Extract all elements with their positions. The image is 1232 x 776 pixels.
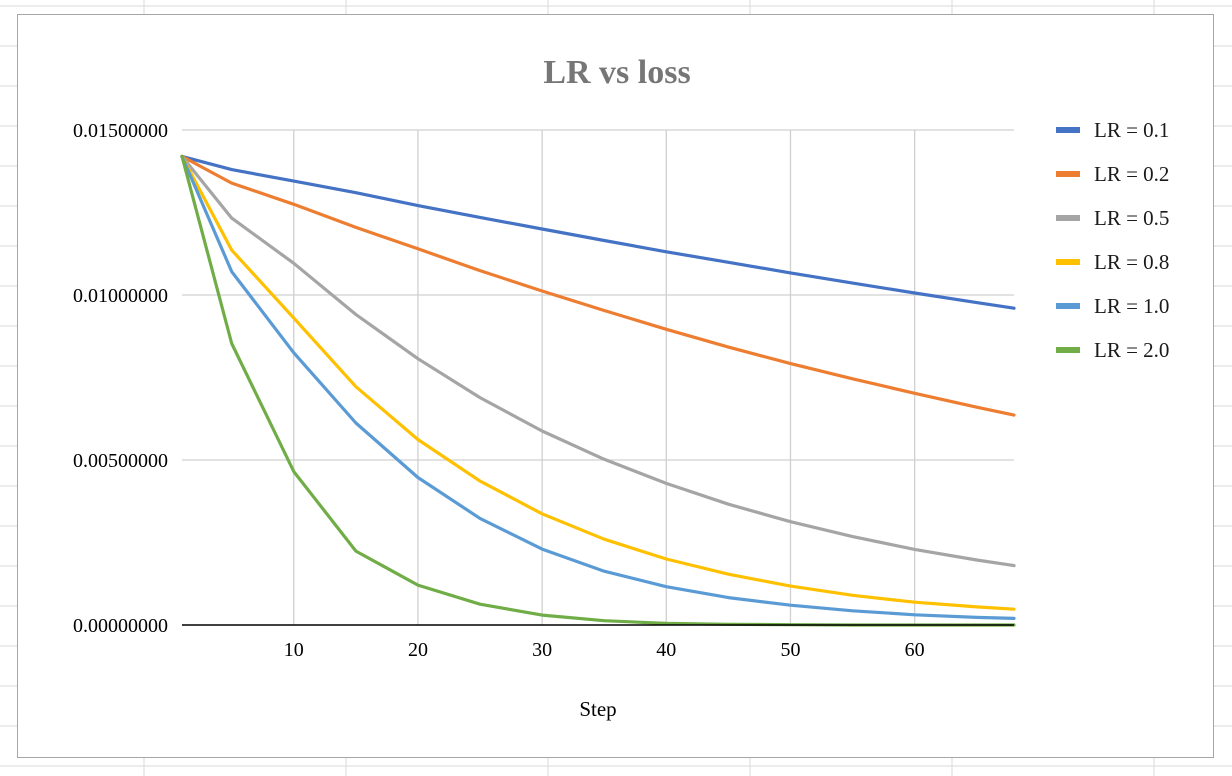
legend-label: LR = 1.0 [1094,294,1169,318]
x-axis-label: Step [579,697,616,721]
legend-swatch [1056,347,1080,353]
x-tick-label: 60 [905,639,925,661]
legend-label: LR = 0.8 [1094,250,1169,274]
x-tick-label: 20 [408,639,428,661]
chart-title: LR vs loss [543,54,690,91]
x-tick-label: 40 [656,639,676,661]
series-line-2[interactable] [180,154,1016,417]
x-tick-label: 10 [284,639,304,661]
y-tick-label: 0.01000000 [73,285,168,307]
chart-area[interactable] [17,14,1214,758]
chart-legend[interactable]: LR = 0.1 LR = 0.2 LR = 0.5 LR = 0.8 LR = 1.0… [1056,118,1169,362]
series-line-6[interactable] [180,154,1016,627]
legend-label: LR = 2.0 [1094,338,1169,362]
legend-label: LR = 0.5 [1094,206,1169,230]
legend-item[interactable]: LR = 1.0 [1056,294,1169,318]
y-axis-tick-labels: 0.00000000 0.00500000 0.01000000 0.01500000 [73,120,168,637]
y-tick-label: 0.00000000 [73,615,168,637]
series-line-5[interactable] [180,154,1016,621]
legend-label: LR = 0.2 [1094,162,1169,186]
series-line-3[interactable] [180,154,1016,568]
x-tick-label: 30 [532,639,552,661]
y-tick-label: 0.01500000 [73,120,168,142]
legend-label: LR = 0.1 [1094,118,1169,142]
legend-swatch [1056,215,1080,221]
chart-series [180,154,1016,627]
legend-item[interactable]: LR = 0.5 [1056,206,1169,230]
legend-swatch [1056,303,1080,309]
x-tick-label: 50 [780,639,800,661]
x-axis-tick-labels: 10 20 30 40 50 60 [284,639,925,661]
y-tick-label: 0.00500000 [73,450,168,472]
legend-swatch [1056,127,1080,133]
legend-item[interactable]: LR = 2.0 [1056,338,1169,362]
series-line-1[interactable] [180,154,1016,310]
legend-item[interactable]: LR = 0.1 [1056,118,1169,142]
legend-item[interactable]: LR = 0.8 [1056,250,1169,274]
legend-swatch [1056,171,1080,177]
series-line-4[interactable] [180,154,1016,611]
legend-swatch [1056,259,1080,265]
legend-item[interactable]: LR = 0.2 [1056,162,1169,186]
chart-gridlines [182,129,1014,625]
